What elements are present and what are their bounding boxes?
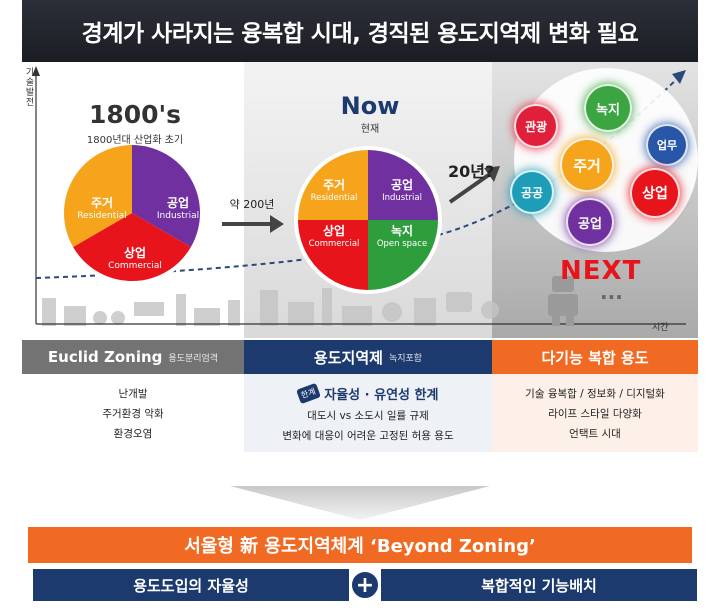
bubble-industrial: 공업 <box>566 198 614 246</box>
pie-now <box>294 146 442 294</box>
col-zoning-subtitle: 녹지포함 <box>388 353 423 364</box>
x-axis-label: 시간 <box>652 323 669 333</box>
page-title: 경계가 사라지는 융복합 시대, 경직된 용도지역제 변화 필요 <box>22 0 698 62</box>
slice-label-commercial: 상업 Commercial <box>108 246 162 271</box>
limit-highlight: 자율성 · 유연성 한계 <box>324 387 439 403</box>
now-slice-industrial: 공업 Industrial <box>382 178 422 203</box>
col-mixed-use-header: 다기능 복합 용도 <box>492 340 698 374</box>
limit-row: 한계 자율성 · 유연성 한계 <box>295 382 439 404</box>
list-item: 환경오염 <box>113 427 153 440</box>
technology-silhouettes <box>42 288 499 326</box>
plus-icon: + <box>350 570 380 600</box>
col-euclid-title: Euclid Zoning <box>47 348 163 366</box>
bubble-public: 공공 <box>510 170 554 214</box>
limit-badge: 한계 <box>295 382 321 404</box>
robot-icon <box>548 276 578 326</box>
slice-label-residential: 주거 Residential <box>77 196 127 221</box>
arrow-20-years <box>448 172 492 204</box>
col-zoning-body: 한계 자율성 · 유연성 한계 대도시 vs 소도시 일률 규제 변화에 대응이… <box>244 374 492 452</box>
now-slice-residential: 주거 Residential <box>310 178 358 203</box>
bubble-business: 업무 <box>646 124 688 166</box>
list-item: 라이프 스타일 다양화 <box>548 407 642 420</box>
era-1800-subheading: 1800년대 산업화 초기 <box>86 135 184 146</box>
now-slice-commercial: 상업 Commercial <box>308 224 360 249</box>
bubble-commercial: 상업 <box>630 168 680 218</box>
col-zoning-header: 용도지역제 녹지포함 <box>244 340 492 374</box>
down-chevron-icon <box>230 486 490 520</box>
list-item: 주거환경 악화 <box>102 407 164 420</box>
bubble-green-space: 녹지 <box>584 84 632 132</box>
y-axis-label: 기술발전 <box>25 68 35 108</box>
now-slice-open-space: 녹지 Open space <box>376 224 428 249</box>
col-mixed-use-title: 다기능 복합 용도 <box>541 348 649 367</box>
era-next-ellipsis: ... <box>600 280 623 304</box>
list-item: 대도시 vs 소도시 일률 규제 <box>307 409 429 422</box>
conclusion-left: 용도도입의 자율성 <box>33 569 349 601</box>
col-zoning-title: 용도지역제 <box>313 348 383 367</box>
conclusion-banner: 서울형 新 용도지역체계 ‘Beyond Zoning’ <box>28 527 692 563</box>
transition-200-years-label: 약 200년 <box>229 198 275 211</box>
list-item: 언택트 시대 <box>569 427 621 440</box>
bubble-residential: 주거 <box>560 138 614 192</box>
bubble-tourism: 관광 <box>514 104 558 148</box>
slice-label-industrial: 공업 Industrial <box>156 196 200 221</box>
col-euclid-subtitle: 용도분리엄격 <box>168 353 219 364</box>
era-now-subheading: 현재 <box>360 124 380 135</box>
col-euclid-header: Euclid Zoning 용도분리엄격 <box>22 340 244 374</box>
col-mixed-use-body: 기술 융복합 / 정보화 / 디지털화 라이프 스타일 다양화 언택트 시대 <box>492 374 698 452</box>
list-item: 기술 융복합 / 정보화 / 디지털화 <box>525 387 665 400</box>
pie-1800s <box>60 141 204 285</box>
conclusion-right: 복합적인 기능배치 <box>381 569 697 601</box>
transition-20-years-label: 20년? <box>448 162 495 181</box>
era-now-heading: Now <box>340 92 400 120</box>
list-item: 변화에 대응이 어려운 고정된 허용 용도 <box>282 429 454 442</box>
era-next-heading: NEXT <box>560 256 642 286</box>
col-euclid-body: 난개발 주거환경 악화 환경오염 <box>22 374 244 452</box>
list-item: 난개발 <box>118 387 148 400</box>
era-1800-heading: 1800's <box>88 100 182 129</box>
